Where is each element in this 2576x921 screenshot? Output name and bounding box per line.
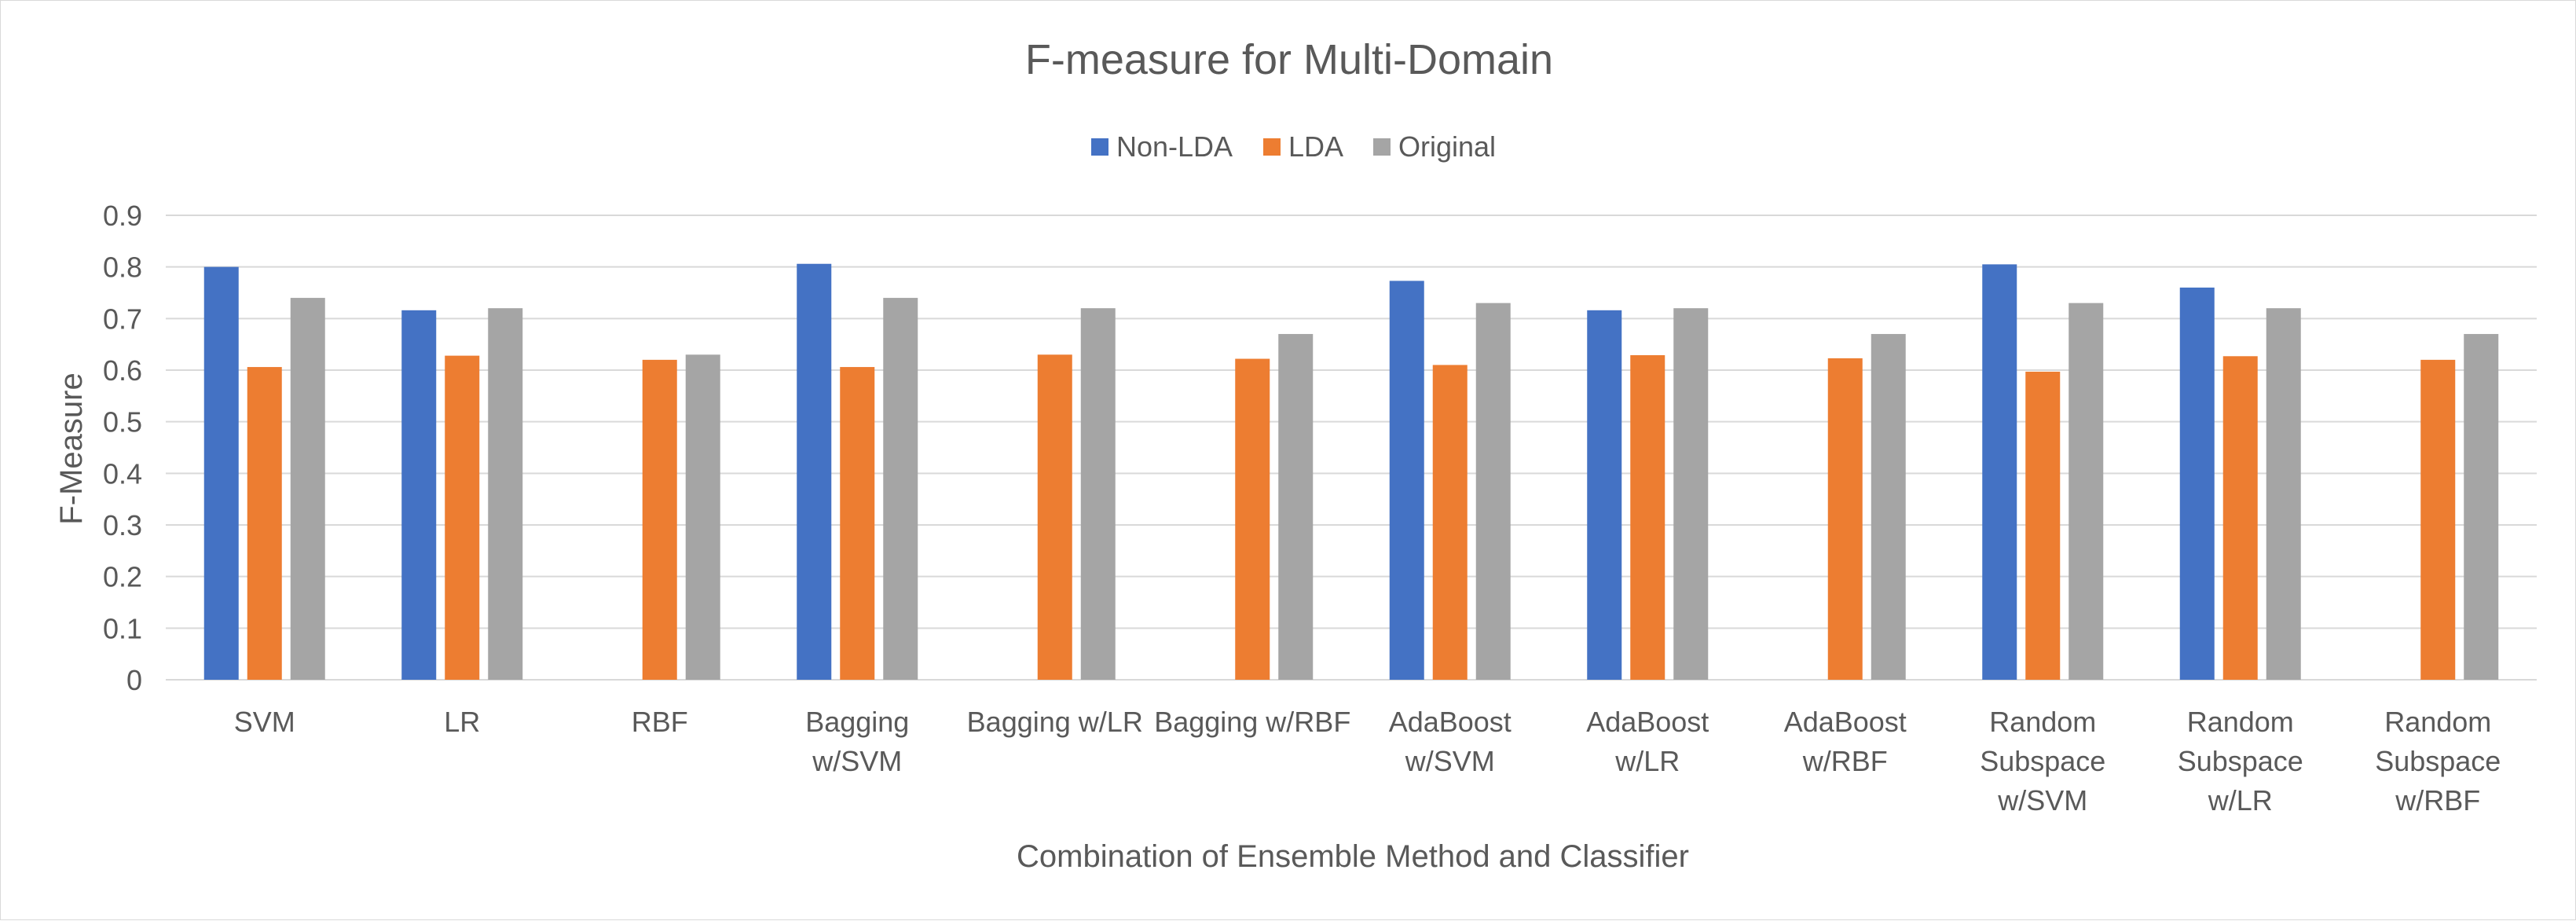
x-axis-label: Combination of Ensemble Method and Class… xyxy=(1017,839,1689,874)
bar-non-lda xyxy=(2179,287,2215,680)
bar-lda xyxy=(445,355,480,680)
bar-non-lda xyxy=(1982,264,2017,681)
legend-label: LDA xyxy=(1288,130,1343,163)
bar-original xyxy=(685,354,720,680)
bar-lda xyxy=(1432,365,1468,680)
x-axis-ticks: SVM LR RBF Bagging w/SVM Bagging w/LR Bagging … xyxy=(234,706,2501,816)
legend: Non-LDA LDA Original xyxy=(1091,130,1496,163)
legend-swatch xyxy=(1091,138,1108,156)
bar-original xyxy=(2266,308,2301,680)
x-tick-label: RBF xyxy=(632,706,688,738)
bar-original xyxy=(1673,308,1709,680)
y-tick-label: 0.3 xyxy=(103,509,142,541)
bar-non-lda xyxy=(797,263,832,680)
bar-non-lda xyxy=(1389,281,1424,680)
x-tick-label: Bagging w/RBF xyxy=(1154,706,1350,738)
legend-label: Original xyxy=(1398,130,1496,163)
bar-lda xyxy=(1037,354,1072,680)
bar-non-lda xyxy=(203,266,239,681)
x-tick-label: Bagging w/LR xyxy=(967,706,1143,738)
y-axis-ticks: 0 0.1 0.2 0.3 0.4 0.5 0.6 0.7 0.8 0.9 xyxy=(103,200,142,696)
bar-original xyxy=(1278,334,1314,680)
bar-lda xyxy=(840,367,875,680)
bar-lda xyxy=(2025,371,2061,680)
legend-label: Non-LDA xyxy=(1116,130,1233,163)
x-tick-label: Random Subspace w/RBF xyxy=(2375,706,2501,816)
bar-lda xyxy=(1827,358,1863,680)
bar-original xyxy=(2068,303,2104,680)
y-axis-label: F-Measure xyxy=(54,372,89,524)
bar-original xyxy=(2464,334,2499,680)
y-tick-label: 0.2 xyxy=(103,561,142,593)
gridlines xyxy=(166,215,2537,629)
bar-original xyxy=(1080,308,1116,680)
bar-original xyxy=(488,308,523,680)
y-tick-label: 0.7 xyxy=(103,303,142,335)
bar-non-lda xyxy=(401,310,437,680)
bar-original xyxy=(1871,334,1906,680)
x-tick-label: Random Subspace w/SVM xyxy=(1980,706,2105,816)
x-tick-label: SVM xyxy=(234,706,295,738)
y-tick-label: 0.9 xyxy=(103,200,142,232)
bar-original xyxy=(883,298,918,680)
y-tick-label: 0.1 xyxy=(103,612,142,644)
x-tick-label: AdaBoost w/RBF xyxy=(1784,706,1907,777)
bar-lda xyxy=(247,367,282,680)
y-tick-label: 0.6 xyxy=(103,354,142,387)
chart-title: F-measure for Multi-Domain xyxy=(1025,36,1553,83)
legend-swatch xyxy=(1263,138,1281,156)
x-tick-label: Random Subspace w/LR xyxy=(2178,706,2303,816)
x-tick-label: LR xyxy=(444,706,480,738)
bar-lda xyxy=(2222,356,2258,680)
y-tick-label: 0 xyxy=(126,664,142,696)
bar-lda xyxy=(642,359,677,680)
bar-original xyxy=(1475,303,1511,680)
bar-lda xyxy=(1235,358,1270,680)
x-tick-label: AdaBoost w/SVM xyxy=(1389,706,1512,777)
bar-non-lda xyxy=(1587,310,1622,680)
y-tick-label: 0.8 xyxy=(103,251,142,284)
bar-original xyxy=(290,298,325,680)
x-tick-label: AdaBoost w/LR xyxy=(1586,706,1709,777)
bar-lda xyxy=(1630,354,1665,680)
legend-swatch xyxy=(1373,138,1391,156)
bar-lda xyxy=(2420,359,2456,680)
x-tick-label: Bagging w/SVM xyxy=(805,706,909,777)
y-tick-label: 0.5 xyxy=(103,406,142,438)
bars xyxy=(203,263,2499,681)
y-tick-label: 0.4 xyxy=(103,457,142,490)
